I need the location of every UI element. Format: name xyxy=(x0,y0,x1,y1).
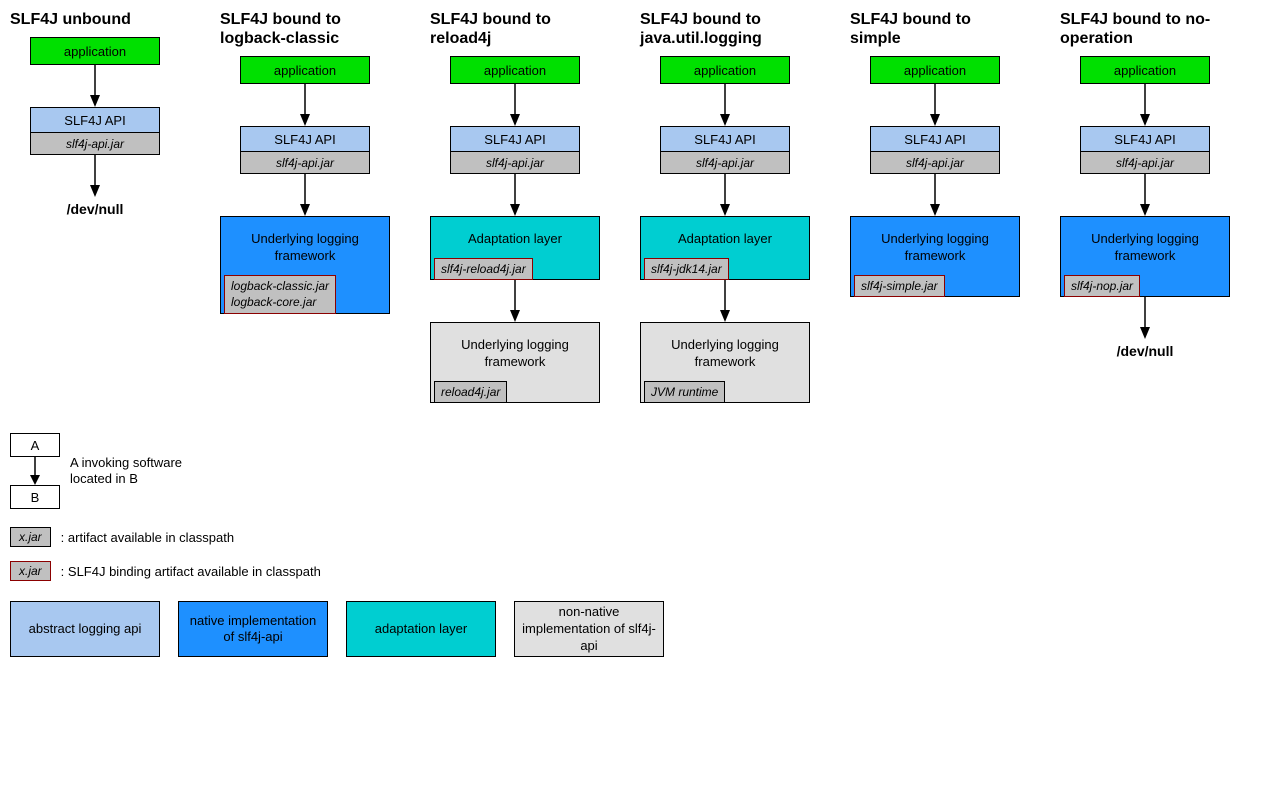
devnull-text: /dev/null xyxy=(1117,343,1174,359)
application-box: application xyxy=(450,56,580,84)
framework-jar: slf4j-jdk14.jar xyxy=(644,258,729,280)
application-box: application xyxy=(1080,56,1210,84)
arrow-icon xyxy=(718,84,732,126)
framework-box: Underlying logging frameworkslf4j-nop.ja… xyxy=(1060,216,1230,297)
api-jar-box: slf4j-api.jar xyxy=(1080,152,1210,174)
arrow-icon xyxy=(298,84,312,126)
arrow-icon xyxy=(88,155,102,197)
legend-color-2: adaptation layer xyxy=(346,601,496,657)
legend-ab-text: A invoking software located in B xyxy=(70,455,190,489)
arrow-icon xyxy=(88,65,102,107)
legend-color-0: abstract logging api xyxy=(10,601,160,657)
arrow-icon xyxy=(508,280,522,322)
framework-label: Underlying logging framework xyxy=(1065,227,1225,275)
column-title: SLF4J bound to no-operation xyxy=(1060,10,1230,48)
framework2-jar: reload4j.jar xyxy=(434,381,507,403)
arrow-icon xyxy=(1138,174,1152,216)
framework2-jar: JVM runtime xyxy=(644,381,725,403)
legend-color-3: non-native implementation of slf4j-api xyxy=(514,601,664,657)
legend-jar-plain-box: x.jar xyxy=(10,527,51,547)
devnull-text: /dev/null xyxy=(67,201,124,217)
column-4: SLF4J bound to simple application SLF4J AP… xyxy=(850,10,1020,297)
framework-box: Adaptation layerslf4j-reload4j.jar xyxy=(430,216,600,280)
legend-jar-binding-box: x.jar xyxy=(10,561,51,581)
application-box: application xyxy=(30,37,160,65)
api-jar-box: slf4j-api.jar xyxy=(870,152,1000,174)
application-box: application xyxy=(660,56,790,84)
column-title: SLF4J bound to simple xyxy=(850,10,1020,48)
legend-arrow xyxy=(28,457,42,485)
legend-box-a: A xyxy=(10,433,60,457)
api-box: SLF4J API xyxy=(1080,126,1210,152)
framework-jar: slf4j-nop.jar xyxy=(1064,275,1140,297)
framework-label: Adaptation layer xyxy=(672,227,778,258)
arrow-icon xyxy=(508,174,522,216)
legend-box-b: B xyxy=(10,485,60,509)
application-box: application xyxy=(240,56,370,84)
arrow-icon xyxy=(1138,297,1152,339)
column-title: SLF4J unbound xyxy=(10,10,180,29)
arrow-icon xyxy=(718,174,732,216)
column-title: SLF4J bound to reload4j xyxy=(430,10,600,48)
framework-jar: slf4j-simple.jar xyxy=(854,275,945,297)
arrow-icon xyxy=(928,174,942,216)
framework2-label: Underlying logging framework xyxy=(435,333,595,381)
framework-box: Adaptation layerslf4j-jdk14.jar xyxy=(640,216,810,280)
arrow-icon xyxy=(508,84,522,126)
arrow-icon xyxy=(928,84,942,126)
api-box: SLF4J API xyxy=(30,107,160,133)
framework2-label: Underlying logging framework xyxy=(645,333,805,381)
legend-colors: abstract logging api native implementatio… xyxy=(10,601,1261,657)
application-box: application xyxy=(870,56,1000,84)
legend-ab-boxes: A B xyxy=(10,433,60,509)
arrow-icon xyxy=(1138,84,1152,126)
column-3: SLF4J bound to java.util.logging applicat… xyxy=(640,10,810,403)
column-0: SLF4J unbound application SLF4J APIslf4j-a… xyxy=(10,10,180,217)
column-title: SLF4J bound to java.util.logging xyxy=(640,10,810,48)
framework-label: Underlying logging framework xyxy=(855,227,1015,275)
api-box: SLF4J API xyxy=(450,126,580,152)
column-1: SLF4J bound to logback-classic applicatio… xyxy=(220,10,390,314)
framework-jar: slf4j-reload4j.jar xyxy=(434,258,533,280)
api-box: SLF4J API xyxy=(660,126,790,152)
api-jar-box: slf4j-api.jar xyxy=(30,133,160,155)
column-2: SLF4J bound to reload4j application SLF4J … xyxy=(430,10,600,403)
legend: A B A invoking software located in B x.j… xyxy=(10,433,1261,657)
api-box: SLF4J API xyxy=(870,126,1000,152)
legend-jar-binding-text: : SLF4J binding artifact available in cl… xyxy=(61,564,321,579)
legend-ab: A B A invoking software located in B xyxy=(10,433,1261,509)
framework2-box: Underlying logging frameworkJVM runtime xyxy=(640,322,810,403)
legend-color-1: native implementation of slf4j-api xyxy=(178,601,328,657)
column-5: SLF4J bound to no-operation application SL… xyxy=(1060,10,1230,359)
api-box: SLF4J API xyxy=(240,126,370,152)
framework-label: Adaptation layer xyxy=(462,227,568,258)
framework-box: Underlying logging frameworklogback-clas… xyxy=(220,216,390,313)
framework-label: Underlying logging framework xyxy=(225,227,385,275)
arrow-icon xyxy=(298,174,312,216)
column-title: SLF4J bound to logback-classic xyxy=(220,10,390,48)
framework-box: Underlying logging frameworkslf4j-simple… xyxy=(850,216,1020,297)
diagram-columns: SLF4J unboundapplicationSLF4J APIslf4j-a… xyxy=(10,10,1261,403)
legend-jar-plain-text: : artifact available in classpath xyxy=(61,530,234,545)
arrow-icon xyxy=(718,280,732,322)
framework2-box: Underlying logging frameworkreload4j.jar xyxy=(430,322,600,403)
legend-jar-plain: x.jar : artifact available in classpath xyxy=(10,527,1261,547)
framework-jar: logback-classic.jarlogback-core.jar xyxy=(224,275,336,313)
api-jar-box: slf4j-api.jar xyxy=(450,152,580,174)
api-jar-box: slf4j-api.jar xyxy=(240,152,370,174)
api-jar-box: slf4j-api.jar xyxy=(660,152,790,174)
legend-jar-binding: x.jar : SLF4J binding artifact available… xyxy=(10,561,1261,581)
